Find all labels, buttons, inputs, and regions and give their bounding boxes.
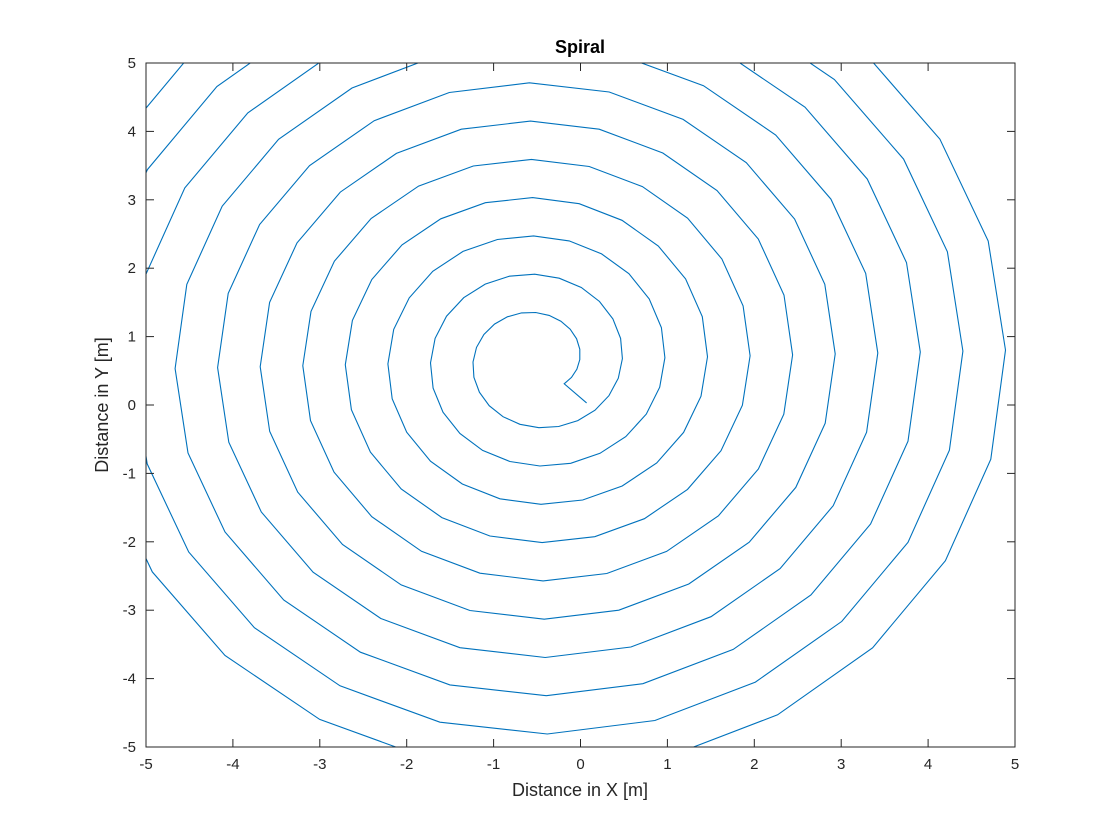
- y-tick-label: -5: [123, 739, 136, 756]
- x-tick-label: 0: [576, 756, 584, 773]
- y-tick-label: 5: [128, 55, 136, 72]
- y-tick-label: 0: [128, 397, 136, 414]
- x-tick-label: -1: [487, 756, 500, 773]
- spiral-line: [146, 63, 1007, 747]
- y-tick-label: -3: [123, 602, 136, 619]
- y-tick-label: 4: [128, 123, 136, 140]
- x-axis-ticks: -5 -4 -3 -2 -1 0 1 2 3 4 5: [139, 63, 1019, 773]
- x-tick-label: 2: [750, 756, 758, 773]
- y-axis-ticks: -5 -4 -3 -2 -1 0 1 2 3 4 5: [123, 55, 1015, 756]
- x-tick-label: 5: [1011, 756, 1019, 773]
- y-tick-label: 1: [128, 329, 136, 346]
- x-tick-label: 4: [924, 756, 932, 773]
- spiral-series: [146, 63, 1007, 747]
- y-tick-label: -2: [123, 534, 136, 551]
- x-tick-label: -4: [226, 756, 239, 773]
- x-tick-label: 1: [663, 756, 671, 773]
- chart-title: Spiral: [555, 37, 605, 57]
- x-tick-label: -5: [139, 756, 152, 773]
- x-tick-label: 3: [837, 756, 845, 773]
- y-tick-label: 3: [128, 192, 136, 209]
- x-tick-label: -2: [400, 756, 413, 773]
- x-tick-label: -3: [313, 756, 326, 773]
- y-tick-label: -4: [123, 671, 136, 688]
- x-axis-label: Distance in X [m]: [512, 780, 648, 800]
- y-axis-label: Distance in Y [m]: [92, 337, 112, 472]
- y-tick-label: 2: [128, 260, 136, 277]
- y-tick-label: -1: [123, 465, 136, 482]
